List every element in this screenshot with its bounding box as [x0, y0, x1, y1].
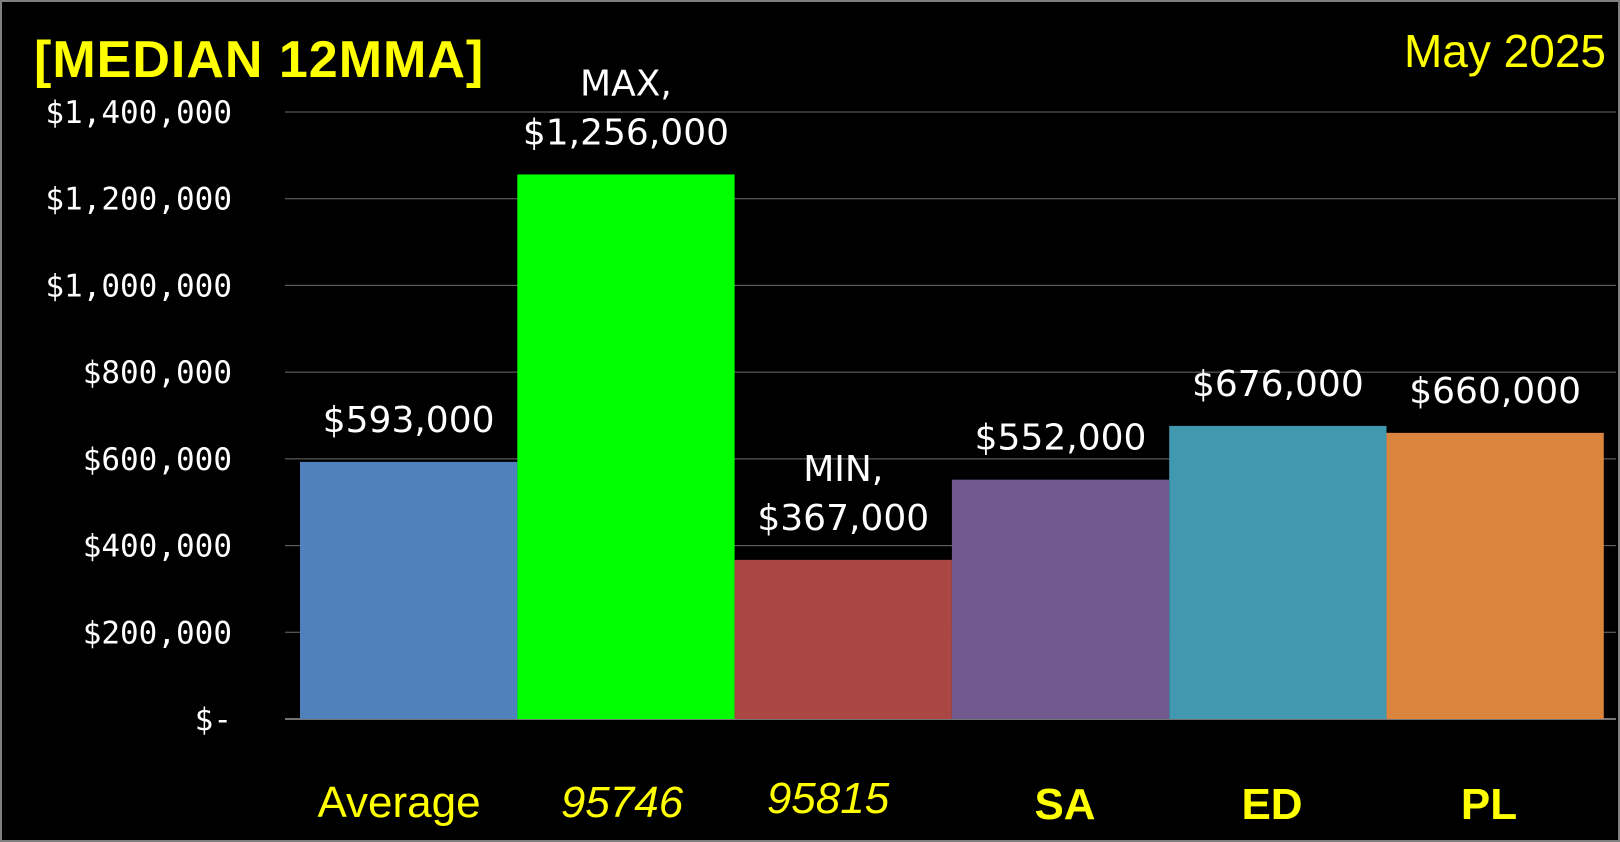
bar — [1386, 432, 1604, 719]
y-tick-label: $200,000 — [83, 615, 232, 651]
data-label: $1,256,000 — [523, 112, 729, 153]
y-tick-label: $1,400,000 — [45, 95, 232, 131]
bar — [517, 174, 735, 720]
data-label: $367,000 — [757, 498, 929, 539]
y-tick-label: $- — [195, 702, 232, 738]
y-tick-label: $1,000,000 — [45, 268, 232, 304]
data-label: MAX, — [580, 63, 672, 104]
data-label: $593,000 — [323, 400, 495, 441]
bar — [951, 479, 1170, 719]
x-tick-label: ED — [1241, 780, 1302, 829]
data-label: $676,000 — [1192, 364, 1364, 405]
x-tick-label: PL — [1461, 780, 1517, 829]
y-tick-label: $600,000 — [83, 442, 232, 478]
x-tick-label: 95815 — [767, 774, 890, 823]
data-label: $660,000 — [1409, 371, 1581, 412]
x-tick-label: Average — [317, 778, 480, 827]
bar — [734, 559, 952, 719]
y-tick-label: $400,000 — [83, 529, 232, 565]
bar — [1169, 425, 1387, 719]
data-label: MIN, — [803, 449, 883, 490]
x-tick-label: SA — [1034, 780, 1095, 829]
x-tick-label: 95746 — [561, 778, 684, 827]
bar — [300, 461, 518, 719]
y-tick-label: $1,200,000 — [45, 182, 232, 218]
y-tick-label: $800,000 — [83, 355, 232, 391]
date-label: May 2025 — [1403, 25, 1606, 77]
data-label: $552,000 — [975, 418, 1147, 459]
chart-title: [MEDIAN 12MMA] — [34, 31, 485, 89]
